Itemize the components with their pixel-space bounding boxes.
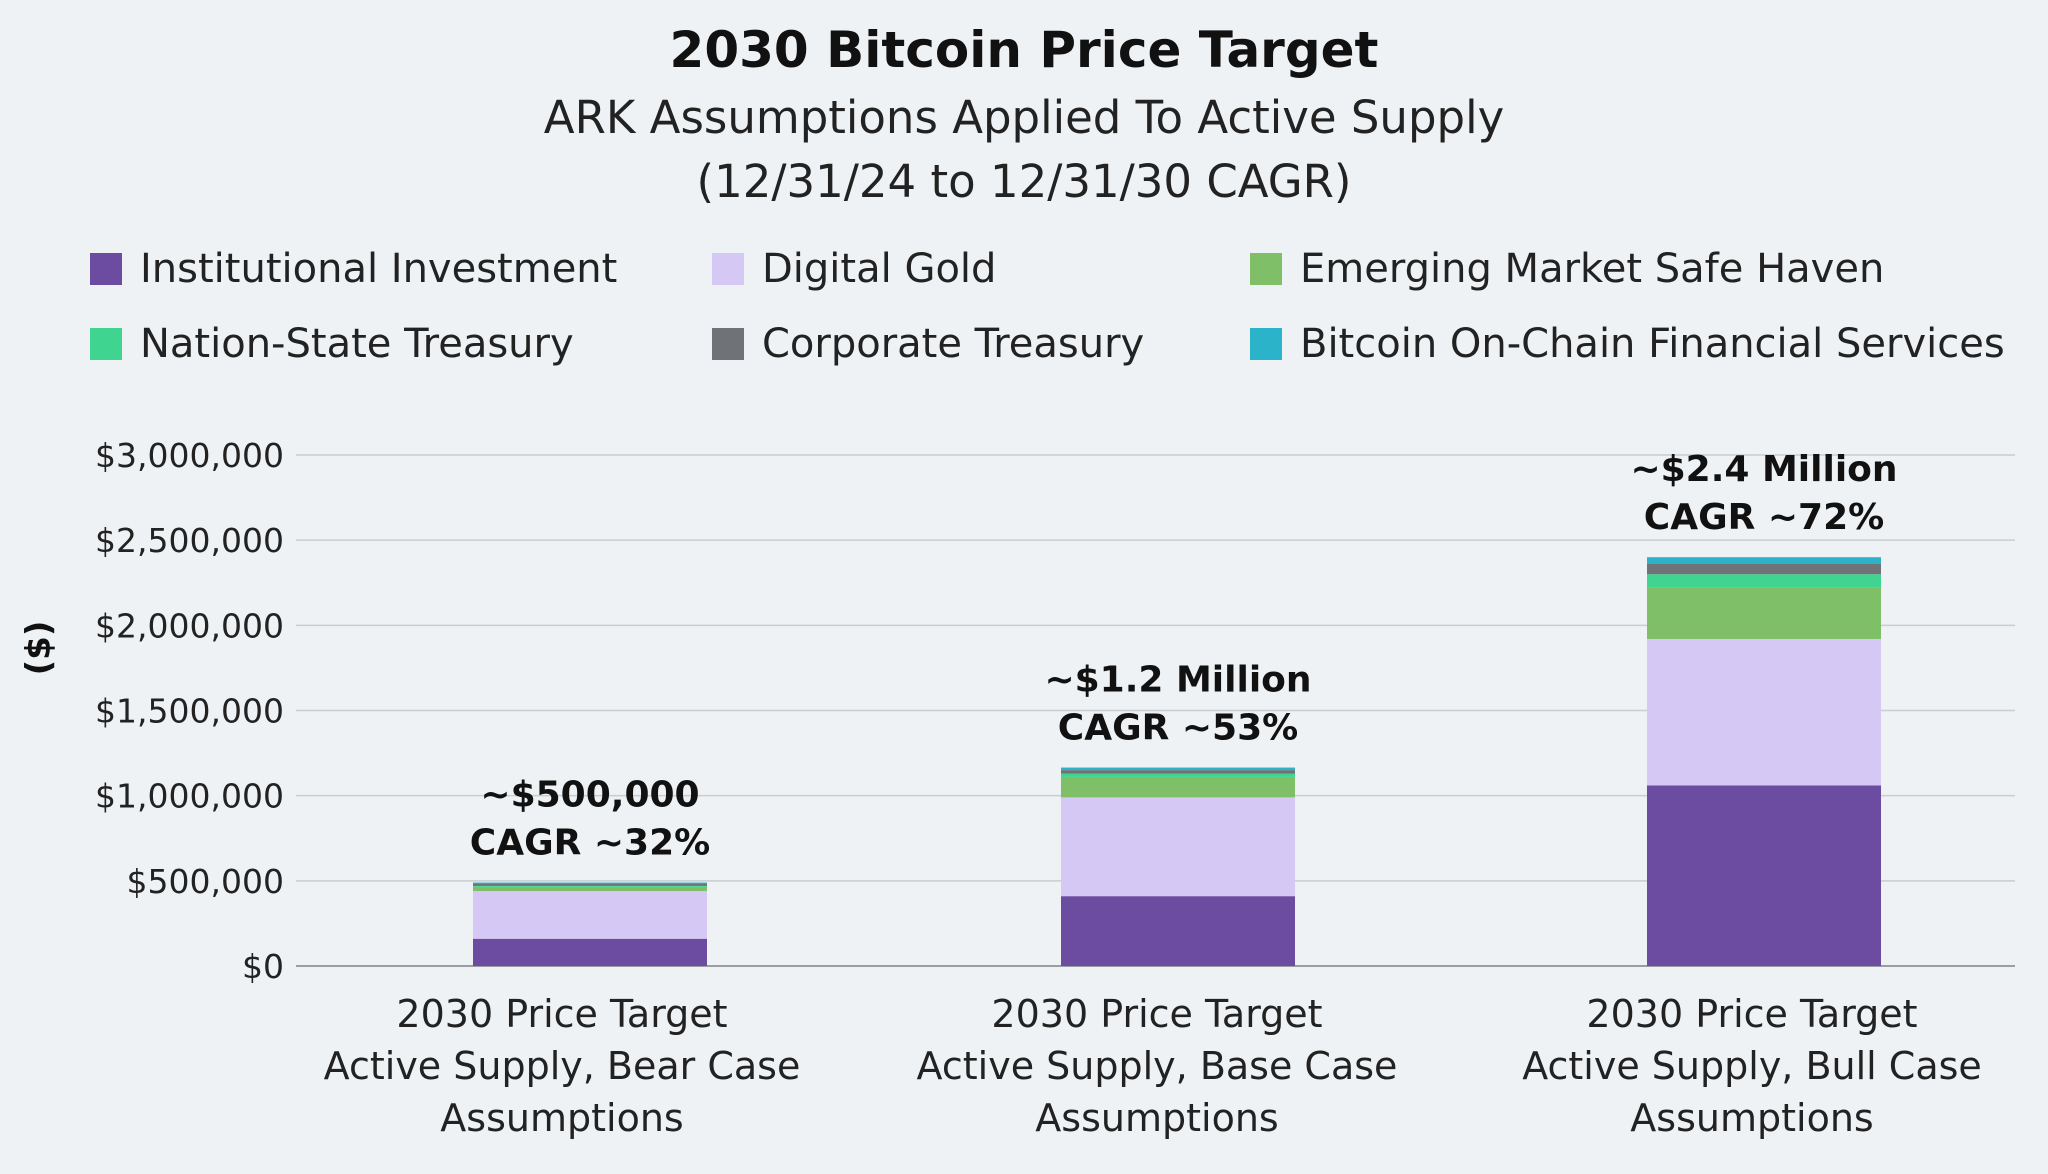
chart-title: 2030 Bitcoin Price Target [669, 21, 1379, 79]
x-category-label: Assumptions [1630, 1096, 1873, 1140]
bar-segment [1647, 574, 1881, 588]
x-category-label: Assumptions [1035, 1096, 1278, 1140]
legend-swatch-bitcoin-on-chain-financial-services [1250, 328, 1282, 360]
bar-segment [1647, 587, 1881, 639]
bar-annotation-cagr: CAGR ~72% [1644, 497, 1884, 538]
bar-segment [473, 885, 707, 887]
legend-item-nation-state-treasury: Nation-State Treasury [90, 320, 574, 368]
bar-annotation-cagr: CAGR ~32% [470, 823, 710, 864]
y-tick-label: $2,500,000 [95, 521, 284, 560]
legend-item-corporate-treasury: Corporate Treasury [712, 320, 1144, 368]
bar-segment [1061, 797, 1295, 897]
bar-segment [1647, 785, 1881, 966]
legend-label-nation-state-treasury: Nation-State Treasury [140, 321, 574, 367]
bar-segment [1061, 767, 1295, 771]
legend-item-bitcoin-on-chain-financial-services: Bitcoin On-Chain Financial Services [1250, 320, 2005, 368]
bar-segment [1061, 896, 1295, 966]
bar-segment [1647, 564, 1881, 575]
bar-segment [1061, 776, 1295, 798]
y-axis-title: ($) [19, 621, 59, 676]
x-category-label: 2030 Price Target [991, 992, 1322, 1036]
legend-swatch-emerging-market-safe-haven [1250, 253, 1282, 285]
bar-segment [473, 938, 707, 966]
x-category-label: Active Supply, Bull Case [1522, 1044, 1982, 1088]
legend-label-digital-gold: Digital Gold [762, 246, 997, 292]
legend-swatch-nation-state-treasury [90, 328, 122, 360]
x-category-label: Active Supply, Base Case [917, 1044, 1398, 1088]
legend-item-institutional-investment: Institutional Investment [90, 245, 617, 293]
legend-item-digital-gold: Digital Gold [712, 245, 996, 293]
bar-segment [473, 882, 707, 884]
bar-segment [473, 891, 707, 939]
y-tick-label: $3,000,000 [95, 436, 284, 475]
legend-swatch-digital-gold [712, 253, 744, 285]
bar-annotation-total: ~$500,000 [480, 775, 699, 816]
chart-subtitle-line-2: (12/31/24 to 12/31/30 CAGR) [696, 155, 1352, 208]
x-category-label: 2030 Price Target [1586, 992, 1917, 1036]
bar-segment [1061, 773, 1295, 777]
legend-item-emerging-market-safe-haven: Emerging Market Safe Haven [1250, 245, 1884, 293]
y-tick-label: $1,500,000 [95, 692, 284, 731]
legend-label-bitcoin-on-chain-financial-services: Bitcoin On-Chain Financial Services [1300, 321, 2005, 367]
legend-label-corporate-treasury: Corporate Treasury [762, 321, 1145, 367]
legend-label-emerging-market-safe-haven: Emerging Market Safe Haven [1300, 246, 1885, 292]
x-category-label: Active Supply, Bear Case [324, 1044, 801, 1088]
bar-annotation-total: ~$2.4 Million [1630, 449, 1897, 490]
x-category-label: Assumptions [440, 1096, 683, 1140]
legend-swatch-institutional-investment [90, 253, 122, 285]
chart-subtitle-line-1: ARK Assumptions Applied To Active Supply [543, 91, 1505, 144]
x-category-label: 2030 Price Target [396, 992, 727, 1036]
bar-annotation-total: ~$1.2 Million [1044, 660, 1311, 701]
y-tick-label: $500,000 [127, 862, 284, 901]
bar-segment [1647, 557, 1881, 565]
chart-legend: Institutional Investment Digital Gold Em… [90, 245, 2030, 405]
legend-swatch-corporate-treasury [712, 328, 744, 360]
legend-label-institutional-investment: Institutional Investment [140, 246, 618, 292]
bar-segment [473, 883, 707, 886]
chart-title-block: 2030 Bitcoin Price Target ARK Assumption… [0, 14, 2048, 214]
y-tick-label: $1,000,000 [95, 777, 284, 816]
bar-segment [1647, 638, 1881, 786]
y-tick-label: $0 [242, 947, 284, 986]
y-tick-label: $2,000,000 [95, 606, 284, 645]
bar-annotation-cagr: CAGR ~53% [1058, 708, 1298, 749]
bar-segment [1061, 770, 1295, 774]
bar-segment [473, 886, 707, 892]
